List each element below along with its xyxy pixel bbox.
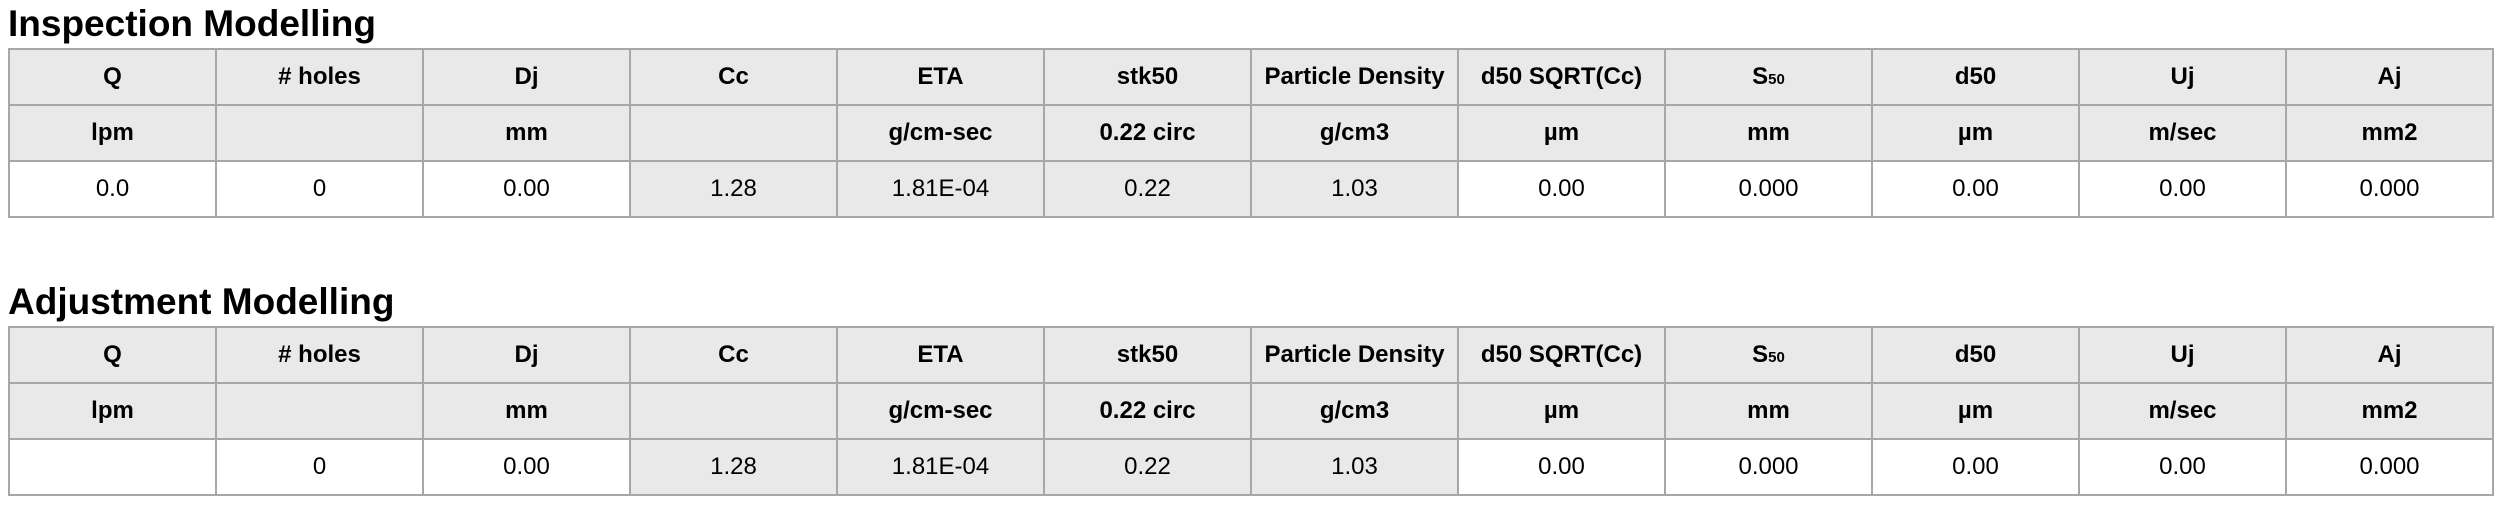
- values-row: 0.0 0 0.00 1.28 1.81E-04 0.22 1.03 0.00 0.000 0.0…: [8, 160, 2494, 218]
- header-cell-d50-sqrt-cc: d50 SQRT(Cc): [1457, 326, 1666, 384]
- subscript-text: 50: [1768, 71, 1785, 88]
- value-cell-cc[interactable]: 1.28: [629, 438, 838, 496]
- unit-cell-uj: m/sec: [2078, 104, 2287, 162]
- header-cell-q: Q: [8, 48, 217, 106]
- unit-cell-uj: m/sec: [2078, 382, 2287, 440]
- header-cell-stk50: stk50: [1043, 326, 1252, 384]
- value-cell-s50[interactable]: 0.000: [1664, 438, 1873, 496]
- value-cell-s50[interactable]: 0.000: [1664, 160, 1873, 218]
- inspection-modelling-title: Inspection Modelling: [8, 3, 376, 44]
- value-cell-stk50[interactable]: 0.22: [1043, 438, 1252, 496]
- value-cell-cc[interactable]: 1.28: [629, 160, 838, 218]
- header-cell-holes: # holes: [215, 326, 424, 384]
- header-cell-cc: Cc: [629, 48, 838, 106]
- adjustment-modelling-title: Adjustment Modelling: [8, 281, 395, 322]
- unit-cell-d50: µm: [1871, 104, 2080, 162]
- header-cell-uj: Uj: [2078, 326, 2287, 384]
- value-cell-uj[interactable]: 0.00: [2078, 160, 2287, 218]
- value-cell-aj[interactable]: 0.000: [2285, 160, 2494, 218]
- unit-cell-cc: [629, 104, 838, 162]
- header-cell-cc: Cc: [629, 326, 838, 384]
- value-cell-d50[interactable]: 0.00: [1871, 438, 2080, 496]
- unit-cell-holes: [215, 104, 424, 162]
- unit-cell-eta: g/cm-sec: [836, 104, 1045, 162]
- header-cell-particle-density: Particle Density: [1250, 48, 1459, 106]
- inspection-modelling-section: Inspection Modelling Q # holes Dj Cc ETA stk5…: [8, 2, 2508, 218]
- header-row: Q # holes Dj Cc ETA stk50 Particle Density d50 …: [8, 326, 2494, 384]
- unit-cell-s50: mm: [1664, 104, 1873, 162]
- subscript-text: 50: [1768, 349, 1785, 366]
- unit-cell-particle-density: g/cm3: [1250, 382, 1459, 440]
- header-cell-d50: d50: [1871, 48, 2080, 106]
- header-cell-stk50: stk50: [1043, 48, 1252, 106]
- inspection-modelling-table: Q # holes Dj Cc ETA stk50 Particle Density d50 …: [8, 48, 2494, 218]
- value-cell-q[interactable]: 0.0: [8, 160, 217, 218]
- value-cell-uj[interactable]: 0.00: [2078, 438, 2287, 496]
- value-cell-holes[interactable]: 0: [215, 438, 424, 496]
- unit-cell-dj: mm: [422, 104, 631, 162]
- unit-cell-stk50: 0.22 circ: [1043, 104, 1252, 162]
- unit-cell-aj: mm2: [2285, 382, 2494, 440]
- units-row: lpm mm g/cm-sec 0.22 circ g/cm3 µm mm µm m/sec mm…: [8, 104, 2494, 162]
- unit-cell-q: lpm: [8, 382, 217, 440]
- value-cell-d50-sqrt-cc[interactable]: 0.00: [1457, 160, 1666, 218]
- unit-cell-particle-density: g/cm3: [1250, 104, 1459, 162]
- header-cell-dj: Dj: [422, 326, 631, 384]
- unit-cell-dj: mm: [422, 382, 631, 440]
- value-cell-eta[interactable]: 1.81E-04: [836, 160, 1045, 218]
- values-row: 0 0.00 1.28 1.81E-04 0.22 1.03 0.00 0.000 0.00 0.…: [8, 438, 2494, 496]
- value-cell-q[interactable]: [8, 438, 217, 496]
- unit-cell-s50: mm: [1664, 382, 1873, 440]
- header-cell-aj: Aj: [2285, 326, 2494, 384]
- unit-cell-d50-sqrt-cc: µm: [1457, 104, 1666, 162]
- unit-cell-d50: µm: [1871, 382, 2080, 440]
- header-cell-s50: S50: [1664, 48, 1873, 106]
- value-cell-dj[interactable]: 0.00: [422, 160, 631, 218]
- value-cell-aj[interactable]: 0.000: [2285, 438, 2494, 496]
- unit-cell-aj: mm2: [2285, 104, 2494, 162]
- header-cell-dj: Dj: [422, 48, 631, 106]
- header-cell-eta: ETA: [836, 48, 1045, 106]
- unit-cell-holes: [215, 382, 424, 440]
- value-cell-d50[interactable]: 0.00: [1871, 160, 2080, 218]
- adjustment-modelling-section: Adjustment Modelling Q # holes Dj Cc ETA stk5…: [8, 280, 2508, 496]
- header-cell-aj: Aj: [2285, 48, 2494, 106]
- header-cell-uj: Uj: [2078, 48, 2287, 106]
- value-cell-stk50[interactable]: 0.22: [1043, 160, 1252, 218]
- value-cell-particle-density[interactable]: 1.03: [1250, 438, 1459, 496]
- header-cell-particle-density: Particle Density: [1250, 326, 1459, 384]
- header-cell-eta: ETA: [836, 326, 1045, 384]
- unit-cell-d50-sqrt-cc: µm: [1457, 382, 1666, 440]
- header-cell-q: Q: [8, 326, 217, 384]
- value-cell-d50-sqrt-cc[interactable]: 0.00: [1457, 438, 1666, 496]
- header-cell-s50: S50: [1664, 326, 1873, 384]
- value-cell-eta[interactable]: 1.81E-04: [836, 438, 1045, 496]
- value-cell-holes[interactable]: 0: [215, 160, 424, 218]
- header-cell-d50-sqrt-cc: d50 SQRT(Cc): [1457, 48, 1666, 106]
- value-cell-dj[interactable]: 0.00: [422, 438, 631, 496]
- adjustment-modelling-table: Q # holes Dj Cc ETA stk50 Particle Density d50 …: [8, 326, 2494, 496]
- units-row: lpm mm g/cm-sec 0.22 circ g/cm3 µm mm µm m/sec mm…: [8, 382, 2494, 440]
- header-row: Q # holes Dj Cc ETA stk50 Particle Density d50 …: [8, 48, 2494, 106]
- unit-cell-q: lpm: [8, 104, 217, 162]
- header-cell-d50: d50: [1871, 326, 2080, 384]
- value-cell-particle-density[interactable]: 1.03: [1250, 160, 1459, 218]
- unit-cell-eta: g/cm-sec: [836, 382, 1045, 440]
- unit-cell-stk50: 0.22 circ: [1043, 382, 1252, 440]
- unit-cell-cc: [629, 382, 838, 440]
- header-cell-holes: # holes: [215, 48, 424, 106]
